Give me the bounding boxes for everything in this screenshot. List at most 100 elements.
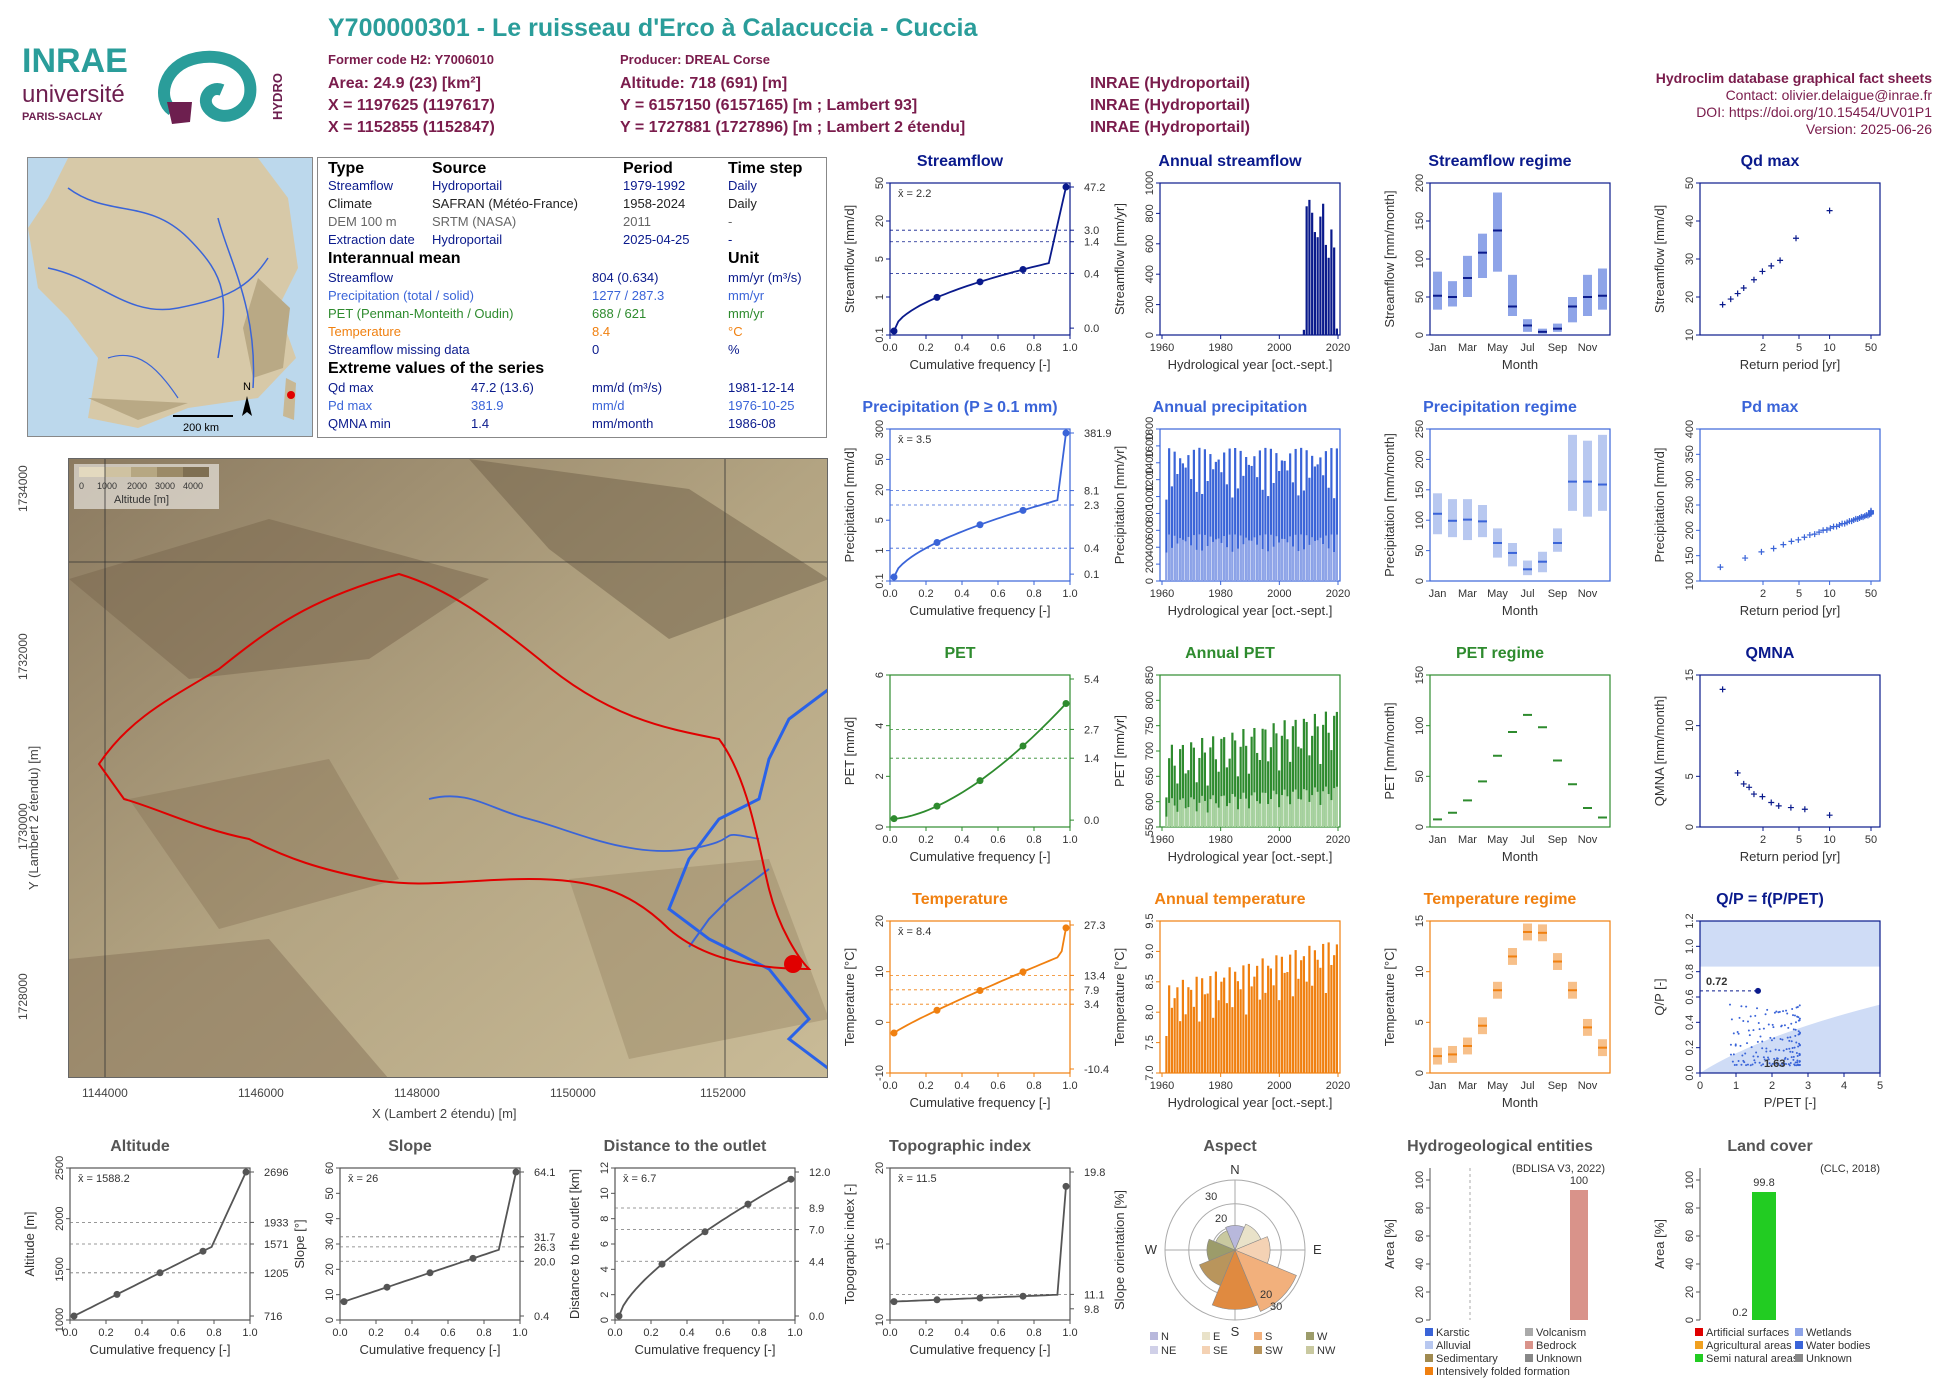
y-axis-label: Altitude [m] xyxy=(22,1211,37,1276)
tick-label: 0.4 xyxy=(134,1327,149,1339)
annual-bar xyxy=(1294,448,1297,581)
scatter-dot xyxy=(1746,1020,1749,1023)
chart-svg: 7.0 7.5 8.0 8.5 9.0 9.5 1960 1980 2000 2020 Hydrol… xyxy=(1112,913,1350,1110)
legend-swatch xyxy=(1525,1328,1533,1336)
ridge-shade-2 xyxy=(129,759,399,929)
legend-bar-4 xyxy=(157,467,183,477)
tick-label: 250 xyxy=(1414,420,1426,438)
annual-bar-2 xyxy=(1231,793,1234,827)
tick-label: 0.0 xyxy=(1684,1065,1696,1080)
right-tick-label: 47.2 xyxy=(1084,182,1105,194)
right-tick-label: 20.0 xyxy=(534,1256,555,1268)
annual-bar-2 xyxy=(1165,552,1168,581)
panel-title: Q/P = f(P/PET) xyxy=(1716,891,1824,908)
tick-label: 1.0 xyxy=(1684,939,1696,954)
chart-svg: -10 0 10 20 27.3 13.4 7.9 3.4 -10.4 0.0 0.2 0.4 0.6 0… xyxy=(842,915,1109,1110)
legend-tick: 0 xyxy=(79,481,84,491)
legend-swatch xyxy=(1795,1328,1803,1336)
mean-unit: % xyxy=(728,342,740,357)
plot-frame xyxy=(339,1167,521,1321)
annual-bar xyxy=(1225,484,1228,581)
scatter-dot xyxy=(1797,1030,1800,1033)
annual-bar-2 xyxy=(1291,791,1294,827)
annual-bar-2 xyxy=(1313,787,1316,827)
scatter-dot xyxy=(1785,1062,1788,1065)
scatter-dot xyxy=(1789,1061,1792,1064)
annual-bar xyxy=(1201,493,1204,581)
quantile-point xyxy=(1019,968,1027,976)
return-point xyxy=(1768,262,1775,269)
tick-label: 0.1 xyxy=(874,573,886,588)
annual-bar xyxy=(1212,1017,1215,1073)
tick-label: 5 xyxy=(1796,588,1802,600)
y-axis-label: Streamflow [mm/d] xyxy=(1652,205,1667,313)
annual-bar xyxy=(1327,732,1330,827)
tick-label: 400 xyxy=(1144,538,1156,556)
y-axis-label: QMNA [mm/month] xyxy=(1652,696,1667,807)
scatter-dot xyxy=(1754,1014,1757,1017)
annual-bar xyxy=(1170,744,1173,827)
annual-bar-2 xyxy=(1253,792,1256,827)
tick-label: 150 xyxy=(1684,546,1696,564)
quantile-point xyxy=(1019,506,1027,514)
tick-label: 1.2 xyxy=(1684,913,1696,928)
mean-name: Streamflow xyxy=(328,270,394,285)
cumulative-curve xyxy=(893,702,1067,820)
annual-bar xyxy=(1308,945,1311,1073)
tick-label: 0.2 xyxy=(643,1327,658,1339)
y-axis-label: PET [mm/yr] xyxy=(1112,715,1127,787)
scatter-dot xyxy=(1777,1011,1780,1014)
tick-label: 20 xyxy=(324,1263,336,1275)
contact[interactable]: Contact: olivier.delaigue@inrae.fr xyxy=(1725,87,1932,103)
panel-title: Altitude xyxy=(110,1138,170,1155)
tick-label: 50 xyxy=(1865,342,1877,354)
annual-bar-2 xyxy=(1278,807,1281,827)
bar-value-label: 0.2 xyxy=(1732,1307,1747,1319)
producer: Producer: DREAL Corse xyxy=(620,52,771,67)
annual-bar-2 xyxy=(1256,544,1259,581)
tick-label: 40 xyxy=(1414,1258,1426,1270)
tick-label: 5 xyxy=(1414,1019,1426,1025)
tick-label: 1600 xyxy=(1144,434,1156,458)
extreme-value: 47.2 (13.6) xyxy=(471,380,534,395)
regime-box xyxy=(1493,192,1502,272)
x-axis-label: Cumulative frequency [-] xyxy=(360,1342,501,1357)
regime-box xyxy=(1568,297,1577,323)
annual-bar xyxy=(1313,950,1316,1073)
annual-bar xyxy=(1209,976,1212,1073)
annual-bar xyxy=(1316,237,1319,335)
annual-bar xyxy=(1242,965,1245,1073)
annual-bar-2 xyxy=(1203,800,1206,827)
tick-label: 50 xyxy=(1414,770,1426,782)
legend-swatch xyxy=(1150,1332,1158,1340)
chart-svg: 0 5 10 15 Month Temperature [°C] Jan Mar May Jul S… xyxy=(1382,915,1611,1110)
annual-bar xyxy=(1187,455,1190,581)
panel-pd_max: Pd max 100 150 200 250 300 350 400 2 5 10 50 Return … xyxy=(1650,399,1890,626)
scatter-dot xyxy=(1761,1047,1764,1050)
annual-bar-2 xyxy=(1181,539,1184,581)
tick-label: 2000 xyxy=(1267,342,1291,354)
river-tributary xyxy=(428,795,760,852)
annual-bar xyxy=(1308,755,1311,827)
panel-title: Qd max xyxy=(1740,153,1800,170)
annual-bar xyxy=(1201,737,1204,827)
annual-bar-2 xyxy=(1319,804,1322,827)
annual-bar xyxy=(1330,448,1333,581)
annual-bar xyxy=(1272,985,1275,1073)
annual-bar xyxy=(1313,713,1316,827)
return-point xyxy=(1787,804,1794,811)
annual-bar xyxy=(1333,498,1336,581)
doi[interactable]: DOI: https://doi.org/10.15454/UV01P1 xyxy=(1696,104,1932,120)
x-axis-label: Cumulative frequency [-] xyxy=(910,1342,1051,1357)
annual-bar-2 xyxy=(1223,795,1226,827)
tick-label: 250 xyxy=(1684,496,1696,514)
tick-label: 2 xyxy=(874,773,886,779)
annual-bar xyxy=(1234,740,1237,827)
return-point xyxy=(1770,545,1777,552)
legend-bar-1 xyxy=(79,467,105,477)
scatter-dot xyxy=(1730,1018,1733,1021)
annual-bar-2 xyxy=(1231,551,1234,581)
return-point xyxy=(1740,285,1747,292)
annual-bar-2 xyxy=(1247,808,1250,827)
tick-label: 0.6 xyxy=(990,834,1005,846)
